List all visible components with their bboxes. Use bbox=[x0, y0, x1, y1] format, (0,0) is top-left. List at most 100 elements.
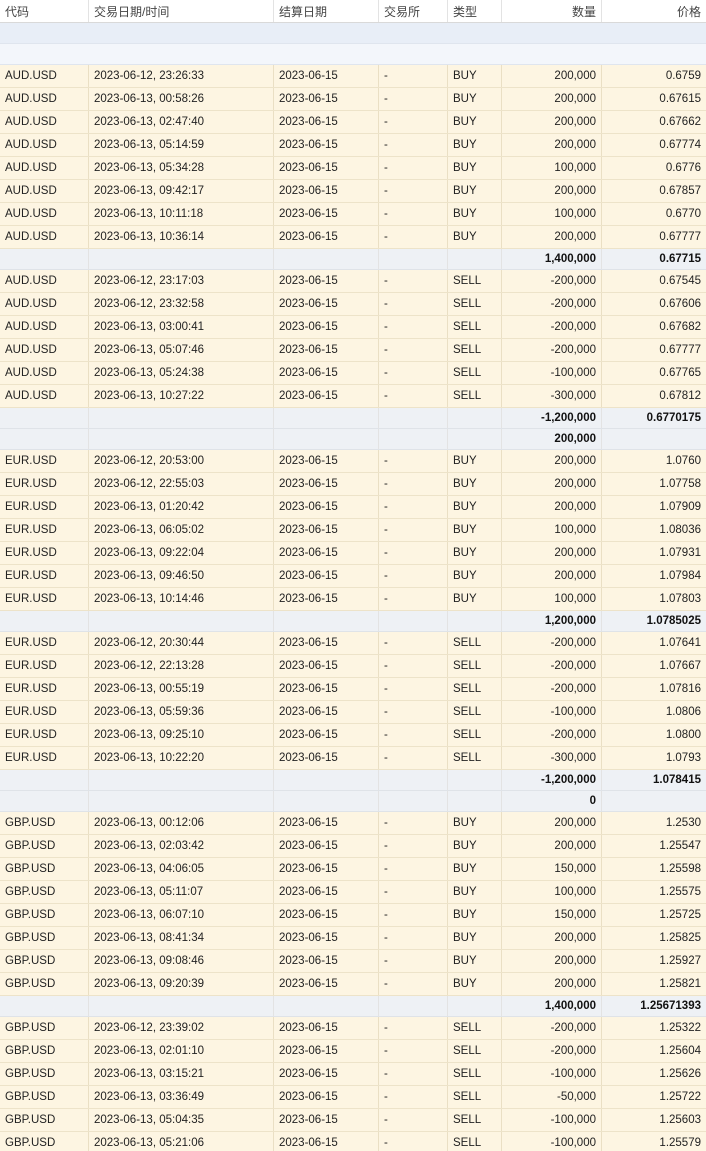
cell-code: GBP.USD bbox=[0, 927, 89, 949]
cell-exchange bbox=[379, 770, 448, 790]
column-header-datetime[interactable]: 交易日期/时间 bbox=[89, 0, 274, 22]
table-row[interactable]: GBP.USD 2023-06-13, 03:36:49 2023-06-15- SE… bbox=[0, 1086, 706, 1109]
cell-quantity: 200,000 bbox=[502, 473, 602, 495]
cell-datetime bbox=[89, 791, 274, 811]
cell-quantity: 200,000 bbox=[502, 927, 602, 949]
table-row[interactable]: EUR.USD 2023-06-13, 01:20:42 2023-06-15- BU… bbox=[0, 496, 706, 519]
table-row[interactable]: EUR.USD 2023-06-13, 10:14:46 2023-06-15- BU… bbox=[0, 588, 706, 611]
table-row[interactable]: AUD.USD 2023-06-13, 05:14:59 2023-06-15- BU… bbox=[0, 134, 706, 157]
table-row[interactable]: GBP.USD 2023-06-13, 05:04:35 2023-06-15- SE… bbox=[0, 1109, 706, 1132]
cell-price: 1.25322 bbox=[659, 1022, 701, 1034]
column-header-settle-date[interactable]: 结算日期 bbox=[274, 0, 379, 22]
cell-datetime: 2023-06-13, 10:14:46 bbox=[89, 588, 274, 610]
column-header-exchange[interactable]: 交易所 bbox=[379, 0, 448, 22]
cell-code: AUD.USD bbox=[0, 180, 89, 202]
cell-code: EUR.USD bbox=[0, 542, 89, 564]
table-row[interactable]: EUR.USD 2023-06-13, 10:22:20 2023-06-15- SE… bbox=[0, 747, 706, 770]
column-header-quantity[interactable]: 数量 bbox=[502, 0, 602, 22]
cell-price: 0.67615 bbox=[659, 93, 701, 105]
cell-code: EUR.USD bbox=[0, 701, 89, 723]
cell-code: GBP.USD bbox=[0, 812, 89, 834]
table-row[interactable]: AUD.USD 2023-06-13, 05:24:38 2023-06-15- SE… bbox=[0, 362, 706, 385]
cell-price: 1.25547 bbox=[659, 840, 701, 852]
table-row[interactable]: AUD.USD 2023-06-13, 00:58:26 2023-06-15- BU… bbox=[0, 88, 706, 111]
table-row[interactable]: GBP.USD 2023-06-13, 02:03:42 2023-06-15- BU… bbox=[0, 835, 706, 858]
table-row[interactable]: AUD.USD 2023-06-13, 10:27:22 2023-06-15- SE… bbox=[0, 385, 706, 408]
cell-datetime: 2023-06-13, 09:22:04 bbox=[89, 542, 274, 564]
cell-code: AUD.USD bbox=[0, 293, 89, 315]
table-row[interactable]: EUR.USD 2023-06-12, 22:13:28 2023-06-15- SE… bbox=[0, 655, 706, 678]
column-header-code[interactable]: 代码 bbox=[0, 0, 89, 22]
cell-settle-date: 2023-06-15 bbox=[274, 927, 379, 949]
cell-quantity: 100,000 bbox=[502, 881, 602, 903]
cell-code: EUR.USD bbox=[0, 519, 89, 541]
cell-type: BUY bbox=[448, 496, 502, 518]
table-row[interactable]: AUD.USD 2023-06-13, 05:34:28 2023-06-15- BU… bbox=[0, 157, 706, 180]
table-row[interactable]: GBP.USD 2023-06-13, 00:12:06 2023-06-15- BU… bbox=[0, 812, 706, 835]
table-row[interactable]: EUR.USD 2023-06-13, 05:59:36 2023-06-15- SE… bbox=[0, 701, 706, 724]
cell-type bbox=[448, 429, 502, 449]
cell-quantity: 200,000 bbox=[502, 65, 602, 87]
table-row[interactable]: EUR.USD 2023-06-12, 20:53:00 2023-06-15- BU… bbox=[0, 450, 706, 473]
table-row[interactable]: AUD.USD 2023-06-13, 10:11:18 2023-06-15- BU… bbox=[0, 203, 706, 226]
column-header-price[interactable]: 价格 bbox=[676, 4, 701, 19]
table-row[interactable]: GBP.USD 2023-06-13, 06:07:10 2023-06-15- BU… bbox=[0, 904, 706, 927]
table-row[interactable]: EUR.USD 2023-06-12, 22:55:03 2023-06-15- BU… bbox=[0, 473, 706, 496]
cell-price: 1.078415 bbox=[653, 774, 701, 786]
table-row[interactable]: EUR.USD 2023-06-13, 06:05:02 2023-06-15- BU… bbox=[0, 519, 706, 542]
cell-price: 1.07816 bbox=[659, 683, 701, 695]
table-row[interactable]: GBP.USD 2023-06-13, 09:08:46 2023-06-15- BU… bbox=[0, 950, 706, 973]
table-row[interactable]: AUD.USD 2023-06-13, 02:47:40 2023-06-15- BU… bbox=[0, 111, 706, 134]
cell-datetime: 2023-06-13, 06:05:02 bbox=[89, 519, 274, 541]
table-row[interactable]: GBP.USD 2023-06-13, 02:01:10 2023-06-15- SE… bbox=[0, 1040, 706, 1063]
cell-datetime bbox=[89, 408, 274, 428]
table-row[interactable]: AUD.USD 2023-06-12, 23:26:33 2023-06-15- BU… bbox=[0, 65, 706, 88]
cell-settle-date bbox=[274, 770, 379, 790]
cell-datetime: 2023-06-13, 03:36:49 bbox=[89, 1086, 274, 1108]
table-row[interactable]: EUR.USD 2023-06-13, 09:22:04 2023-06-15- BU… bbox=[0, 542, 706, 565]
cell-settle-date: 2023-06-15 bbox=[274, 973, 379, 995]
table-row[interactable]: GBP.USD 2023-06-13, 09:20:39 2023-06-15- BU… bbox=[0, 973, 706, 996]
cell-price: 1.0800 bbox=[665, 729, 701, 741]
cell-code bbox=[0, 770, 89, 790]
table-row[interactable]: EUR.USD 2023-06-13, 09:46:50 2023-06-15- BU… bbox=[0, 565, 706, 588]
cell-code: EUR.USD bbox=[0, 632, 89, 654]
cell-type bbox=[448, 249, 502, 269]
cell-type: SELL bbox=[448, 678, 502, 700]
table-row[interactable]: AUD.USD 2023-06-12, 23:17:03 2023-06-15- SE… bbox=[0, 270, 706, 293]
table-row[interactable]: AUD.USD 2023-06-13, 05:07:46 2023-06-15- SE… bbox=[0, 339, 706, 362]
cell-settle-date: 2023-06-15 bbox=[274, 316, 379, 338]
table-row[interactable]: AUD.USD 2023-06-13, 10:36:14 2023-06-15- BU… bbox=[0, 226, 706, 249]
cell-datetime bbox=[89, 996, 274, 1016]
cell-code: AUD.USD bbox=[0, 111, 89, 133]
cell-price: 1.25821 bbox=[659, 978, 701, 990]
cell-settle-date: 2023-06-15 bbox=[274, 1086, 379, 1108]
table-row[interactable]: GBP.USD 2023-06-13, 08:41:34 2023-06-15- BU… bbox=[0, 927, 706, 950]
cell-price bbox=[602, 791, 706, 811]
table-row[interactable]: EUR.USD 2023-06-12, 20:30:44 2023-06-15- SE… bbox=[0, 632, 706, 655]
cell-quantity: 200,000 bbox=[502, 496, 602, 518]
table-row[interactable]: GBP.USD 2023-06-13, 05:11:07 2023-06-15- BU… bbox=[0, 881, 706, 904]
cell-price: 0.67606 bbox=[659, 298, 701, 310]
cell-price: 1.07758 bbox=[659, 478, 701, 490]
column-header-type[interactable]: 类型 bbox=[448, 0, 502, 22]
table-row[interactable]: GBP.USD 2023-06-12, 23:39:02 2023-06-15- SE… bbox=[0, 1017, 706, 1040]
cell-datetime: 2023-06-13, 03:15:21 bbox=[89, 1063, 274, 1085]
cell-code: GBP.USD bbox=[0, 881, 89, 903]
cell-quantity: 200,000 bbox=[502, 134, 602, 156]
cell-type: SELL bbox=[448, 339, 502, 361]
cell-type: BUY bbox=[448, 588, 502, 610]
table-row[interactable]: AUD.USD 2023-06-13, 03:00:41 2023-06-15- SE… bbox=[0, 316, 706, 339]
table-row[interactable]: AUD.USD 2023-06-12, 23:32:58 2023-06-15- SE… bbox=[0, 293, 706, 316]
table-row[interactable]: GBP.USD 2023-06-13, 03:15:21 2023-06-15- SE… bbox=[0, 1063, 706, 1086]
cell-code: AUD.USD bbox=[0, 362, 89, 384]
cell-quantity: 100,000 bbox=[502, 203, 602, 225]
table-row[interactable]: AUD.USD 2023-06-13, 09:42:17 2023-06-15- BU… bbox=[0, 180, 706, 203]
cell-exchange: - bbox=[379, 203, 448, 225]
table-row[interactable]: EUR.USD 2023-06-13, 09:25:10 2023-06-15- SE… bbox=[0, 724, 706, 747]
cell-code: AUD.USD bbox=[0, 339, 89, 361]
table-row[interactable]: GBP.USD 2023-06-13, 04:06:05 2023-06-15- BU… bbox=[0, 858, 706, 881]
table-row[interactable]: EUR.USD 2023-06-13, 00:55:19 2023-06-15- SE… bbox=[0, 678, 706, 701]
cell-exchange: - bbox=[379, 316, 448, 338]
table-row[interactable]: GBP.USD 2023-06-13, 05:21:06 2023-06-15- SE… bbox=[0, 1132, 706, 1151]
